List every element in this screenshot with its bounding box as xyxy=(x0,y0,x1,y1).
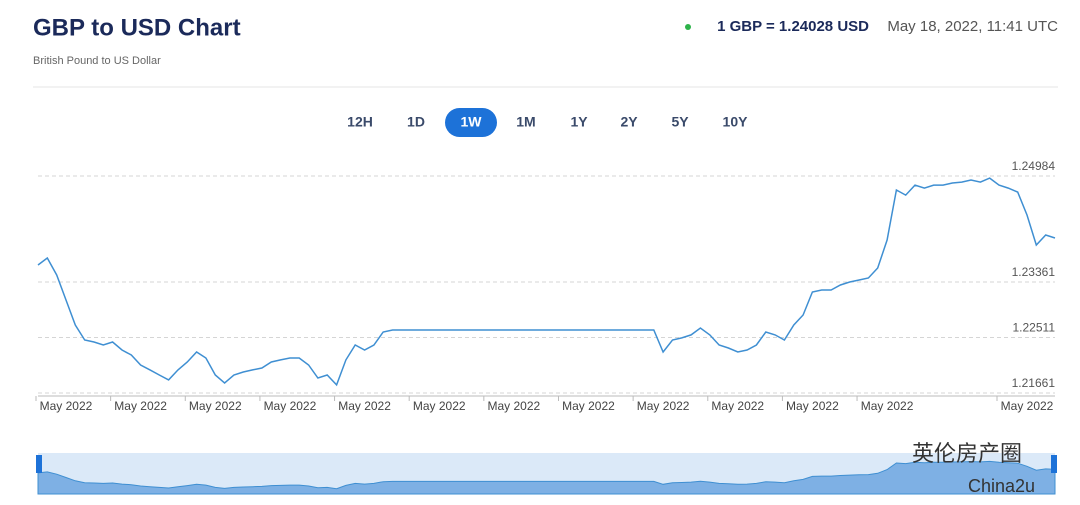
x-tick-label: May 2022 xyxy=(711,399,764,413)
x-tick-label: May 2022 xyxy=(637,399,690,413)
x-tick-label: May 2022 xyxy=(40,399,93,413)
chart-subtitle: British Pound to US Dollar xyxy=(33,55,161,67)
watermark: 英伦房产圈 xyxy=(912,441,1022,466)
y-tick-label: 1.22511 xyxy=(1013,321,1056,335)
y-tick-label: 1.24984 xyxy=(1012,159,1056,173)
live-dot xyxy=(685,24,691,30)
x-tick-label: May 2022 xyxy=(861,399,914,413)
plot: 1.21661 1.22511 1.23361 1.24984 May 2022 May … xyxy=(35,159,1056,413)
watermark: China2u xyxy=(968,476,1035,496)
range-button[interactable]: 10Y xyxy=(723,114,749,130)
navigator-area xyxy=(37,460,1056,495)
y-tick-label: 1.23361 xyxy=(1012,265,1056,279)
x-tick-label: May 2022 xyxy=(786,399,839,413)
x-tick-label: May 2022 xyxy=(487,399,540,413)
navigator xyxy=(36,453,1057,495)
x-tick-label: May 2022 xyxy=(1001,399,1054,413)
rate: 1 GBP = 1.24028 USD xyxy=(717,18,869,35)
x-tick-label: May 2022 xyxy=(114,399,167,413)
range-buttons: 12H 1D 1W 1M 1Y 2Y 5Y 10Y xyxy=(347,108,748,137)
range-button[interactable]: 1Y xyxy=(570,114,588,130)
x-tick-label: May 2022 xyxy=(413,399,466,413)
x-tick-label: May 2022 xyxy=(562,399,615,413)
range-button[interactable]: 1W xyxy=(461,114,483,130)
x-tick-label: May 2022 xyxy=(189,399,242,413)
price-line xyxy=(37,177,1056,387)
navigator-handle[interactable] xyxy=(36,455,42,473)
range-button-bg[interactable] xyxy=(445,108,497,137)
range-button[interactable]: 1M xyxy=(516,114,535,130)
navigator-handle[interactable] xyxy=(1051,455,1057,473)
range-button[interactable]: 12H xyxy=(347,114,373,130)
x-tick-label: May 2022 xyxy=(338,399,391,413)
x-tick-label: May 2022 xyxy=(264,399,317,413)
range-button[interactable]: 2Y xyxy=(620,114,638,130)
chart-title: GBP to USD Chart xyxy=(33,14,241,41)
range-button[interactable]: 5Y xyxy=(671,114,689,130)
range-button[interactable]: 1D xyxy=(407,114,425,130)
y-tick-label: 1.21661 xyxy=(1012,376,1056,390)
timestamp: May 18, 2022, 11:41 UTC xyxy=(887,18,1058,35)
